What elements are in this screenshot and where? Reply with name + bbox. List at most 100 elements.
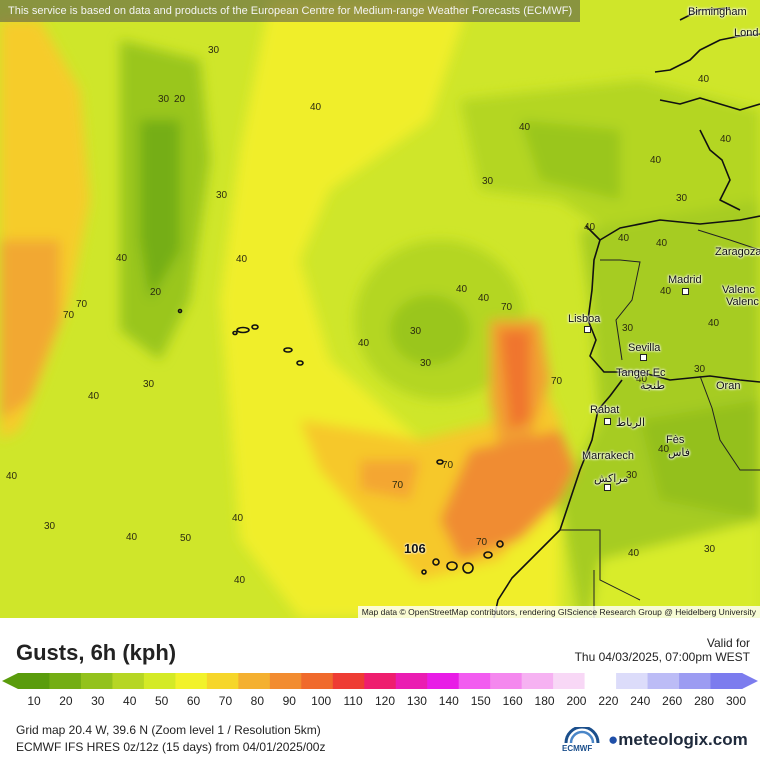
scale-swatch xyxy=(301,673,334,689)
contour-label: 30 xyxy=(482,176,494,187)
scale-tick-label: 130 xyxy=(406,694,427,708)
scale-swatch xyxy=(427,673,460,689)
scale-swatch xyxy=(647,673,680,689)
contour-label: 40 xyxy=(234,575,246,586)
scale-tick-label: 200 xyxy=(566,694,587,708)
contour-label: 40 xyxy=(584,222,596,233)
scale-tick-label: 280 xyxy=(694,694,715,708)
scale-tick-label: 50 xyxy=(154,694,169,708)
city-label: فاس xyxy=(668,447,691,459)
contour-label: 40 xyxy=(456,284,468,295)
scale-swatch xyxy=(458,673,491,689)
scale-swatch xyxy=(80,673,113,689)
color-scale-bar xyxy=(2,673,758,689)
contour-label: 40 xyxy=(478,293,490,304)
scale-tick-label: 80 xyxy=(250,694,265,708)
scale-tick-label: 60 xyxy=(186,694,201,708)
contour-label: 30 xyxy=(410,326,422,337)
contour-label: 30 xyxy=(420,358,432,369)
scale-swatch xyxy=(18,673,50,689)
contour-label: 40 xyxy=(660,286,672,297)
city-label: الرباط xyxy=(616,417,646,429)
city-label: Sevilla xyxy=(628,342,661,354)
city-label: Fès xyxy=(666,434,685,446)
scale-swatch xyxy=(206,673,239,689)
scale-swatch xyxy=(143,673,176,689)
contour-label: 40 xyxy=(358,338,370,349)
contour-label: 30 xyxy=(622,323,634,334)
city-label: Rabat xyxy=(590,404,620,416)
scale-tick-label: 10 xyxy=(27,694,41,708)
contour-label: 40 xyxy=(720,134,732,145)
scale-swatch xyxy=(584,673,617,689)
gust-field xyxy=(0,0,760,618)
scale-swatch xyxy=(616,673,649,689)
contour-label: 70 xyxy=(392,480,404,491)
scale-swatch xyxy=(332,673,365,689)
contour-label: 40 xyxy=(519,122,531,133)
scale-swatch xyxy=(521,673,554,689)
contour-label: 40 xyxy=(88,391,100,402)
contour-label: 40 xyxy=(636,374,648,385)
valid-time: Thu 04/03/2025, 07:00pm WEST xyxy=(574,650,750,664)
contour-label: 40 xyxy=(618,233,630,244)
contour-label: 40 xyxy=(126,532,138,543)
meteologix-brand: meteologix.com xyxy=(618,730,748,749)
contour-label: 40 xyxy=(650,155,662,166)
contour-label: 70 xyxy=(76,299,88,310)
contour-label: 40 xyxy=(708,318,720,329)
scale-tick-label: 240 xyxy=(630,694,651,708)
contour-label: 30 xyxy=(158,94,170,105)
contour-label: 30 xyxy=(704,544,716,555)
contour-label: 40 xyxy=(6,471,18,482)
contour-label: 40 xyxy=(116,253,128,264)
contour-label: 50 xyxy=(180,533,192,544)
contour-label: 30 xyxy=(694,364,706,375)
meteologix-logo[interactable]: ●meteologix.com xyxy=(608,730,748,750)
scale-swatch xyxy=(395,673,428,689)
scale-left-arrow xyxy=(2,673,18,689)
ecmwf-logo-icon xyxy=(564,727,600,744)
contour-label: 40 xyxy=(310,102,322,113)
scale-swatch xyxy=(238,673,271,689)
weather-map[interactable]: This service is based on data and produc… xyxy=(0,0,760,618)
max-gust-value: 106 xyxy=(404,541,426,556)
contour-label: 70 xyxy=(63,310,75,321)
scale-tick-label: 20 xyxy=(59,694,73,708)
contour-label: 70 xyxy=(501,302,513,313)
scale-tick-label: 220 xyxy=(598,694,619,708)
scale-tick-label: 120 xyxy=(374,694,396,708)
contour-label: 30 xyxy=(216,190,228,201)
ecmwf-notice: This service is based on data and produc… xyxy=(0,0,580,22)
city-marker xyxy=(682,288,689,295)
city-label: Valenc xyxy=(722,284,755,296)
scale-tick-label: 100 xyxy=(311,694,332,708)
contour-label: 70 xyxy=(442,460,454,471)
scale-swatch xyxy=(679,673,712,689)
city-label: طنجة xyxy=(640,380,666,392)
contour-label: 40 xyxy=(698,74,710,85)
contour-label: 40 xyxy=(232,513,244,524)
city-marker xyxy=(640,354,647,361)
contour-label: 20 xyxy=(174,94,186,105)
scale-tick-label: 110 xyxy=(343,694,363,708)
city-label: Tanger Ec xyxy=(616,367,666,379)
meteologix-icon: ● xyxy=(608,730,619,749)
city-label: Zaragoza xyxy=(715,246,760,258)
scale-tick-label: 260 xyxy=(662,694,683,708)
contour-label: 40 xyxy=(236,254,248,265)
ecmwf-logo-text: ECMWF xyxy=(562,744,593,753)
scale-tick-label: 90 xyxy=(282,694,296,708)
contour-label: 30 xyxy=(626,470,638,481)
scale-swatch xyxy=(112,673,145,689)
contour-label: 40 xyxy=(628,548,640,559)
scale-tick-label: 70 xyxy=(218,694,233,708)
scale-swatch xyxy=(269,673,302,689)
model-info: ECMWF IFS HRES 0z/12z (15 days) from 04/… xyxy=(16,740,326,754)
color-scale-ticks: 10 20 30 40 50 60 70 80 90 100 110 120 130 140 150 160 1… xyxy=(0,694,760,708)
city-label: Marrakech xyxy=(582,450,634,462)
grid-info: Grid map 20.4 W, 39.6 N (Zoom level 1 / … xyxy=(16,723,321,737)
scale-swatch xyxy=(175,673,208,689)
city-label: مراكش xyxy=(594,473,629,485)
city-label: Birmingham xyxy=(688,6,747,18)
